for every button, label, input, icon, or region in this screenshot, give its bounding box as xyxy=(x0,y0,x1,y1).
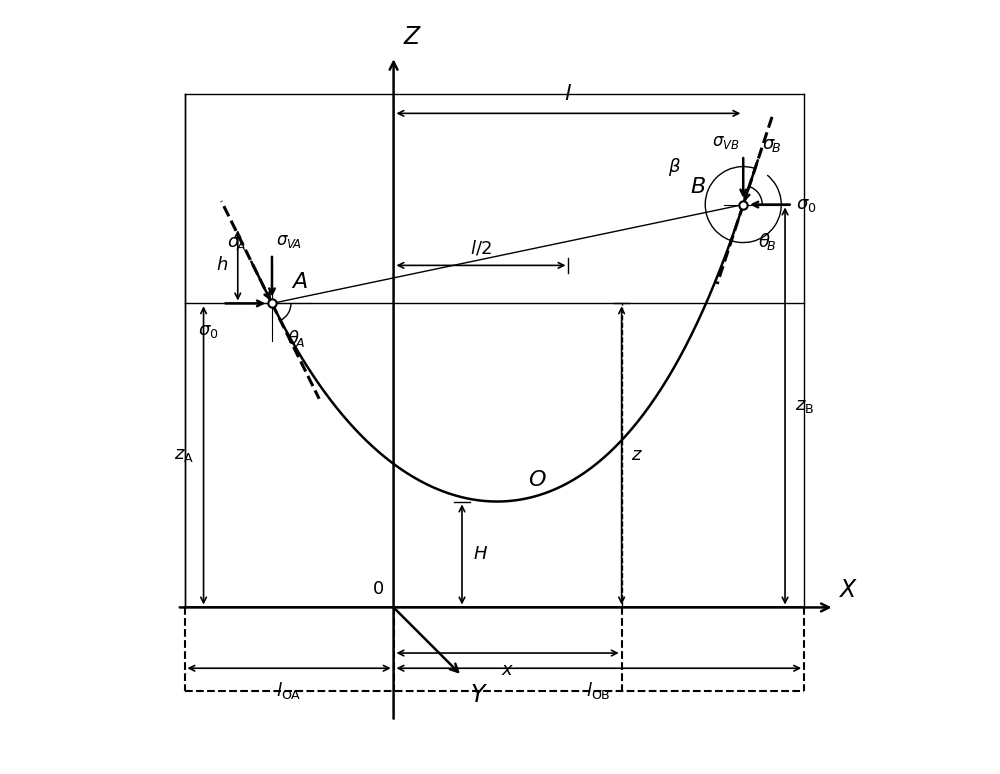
Text: $\sigma_{VB}$: $\sigma_{VB}$ xyxy=(712,133,739,152)
Text: $z_{\rm B}$: $z_{\rm B}$ xyxy=(795,397,814,415)
Text: $\sigma_0$: $\sigma_0$ xyxy=(198,323,219,341)
Text: $\sigma_{\!B}$: $\sigma_{\!B}$ xyxy=(762,135,782,154)
Text: $l_{\rm OA}$: $l_{\rm OA}$ xyxy=(276,680,302,700)
Text: $Y$: $Y$ xyxy=(470,683,488,707)
Text: $B$: $B$ xyxy=(690,177,706,197)
Text: $A$: $A$ xyxy=(291,272,308,293)
Text: $Z$: $Z$ xyxy=(403,25,422,49)
Text: $\theta_{\!A}$: $\theta_{\!A}$ xyxy=(287,328,306,349)
Text: $\beta$: $\beta$ xyxy=(668,156,681,178)
Text: $\sigma_0$: $\sigma_0$ xyxy=(796,196,817,214)
Text: $l/2$: $l/2$ xyxy=(470,238,492,257)
Text: $O$: $O$ xyxy=(528,471,547,491)
Text: $x$: $x$ xyxy=(501,661,514,679)
Text: $\sigma_{V\!A}$: $\sigma_{V\!A}$ xyxy=(276,232,302,250)
Text: $H$: $H$ xyxy=(473,546,488,563)
Text: $l_{\rm OB}$: $l_{\rm OB}$ xyxy=(586,680,611,700)
Text: $h$: $h$ xyxy=(216,256,228,274)
Text: $0$: $0$ xyxy=(372,580,384,598)
Text: $X$: $X$ xyxy=(838,577,858,601)
Text: $z_{\rm A}$: $z_{\rm A}$ xyxy=(174,447,194,464)
Text: $z$: $z$ xyxy=(631,447,643,464)
Text: $l$: $l$ xyxy=(564,84,572,104)
Text: $\sigma_{\!A}$: $\sigma_{\!A}$ xyxy=(227,234,246,252)
Text: $\theta_{\!B}$: $\theta_{\!B}$ xyxy=(758,231,777,252)
